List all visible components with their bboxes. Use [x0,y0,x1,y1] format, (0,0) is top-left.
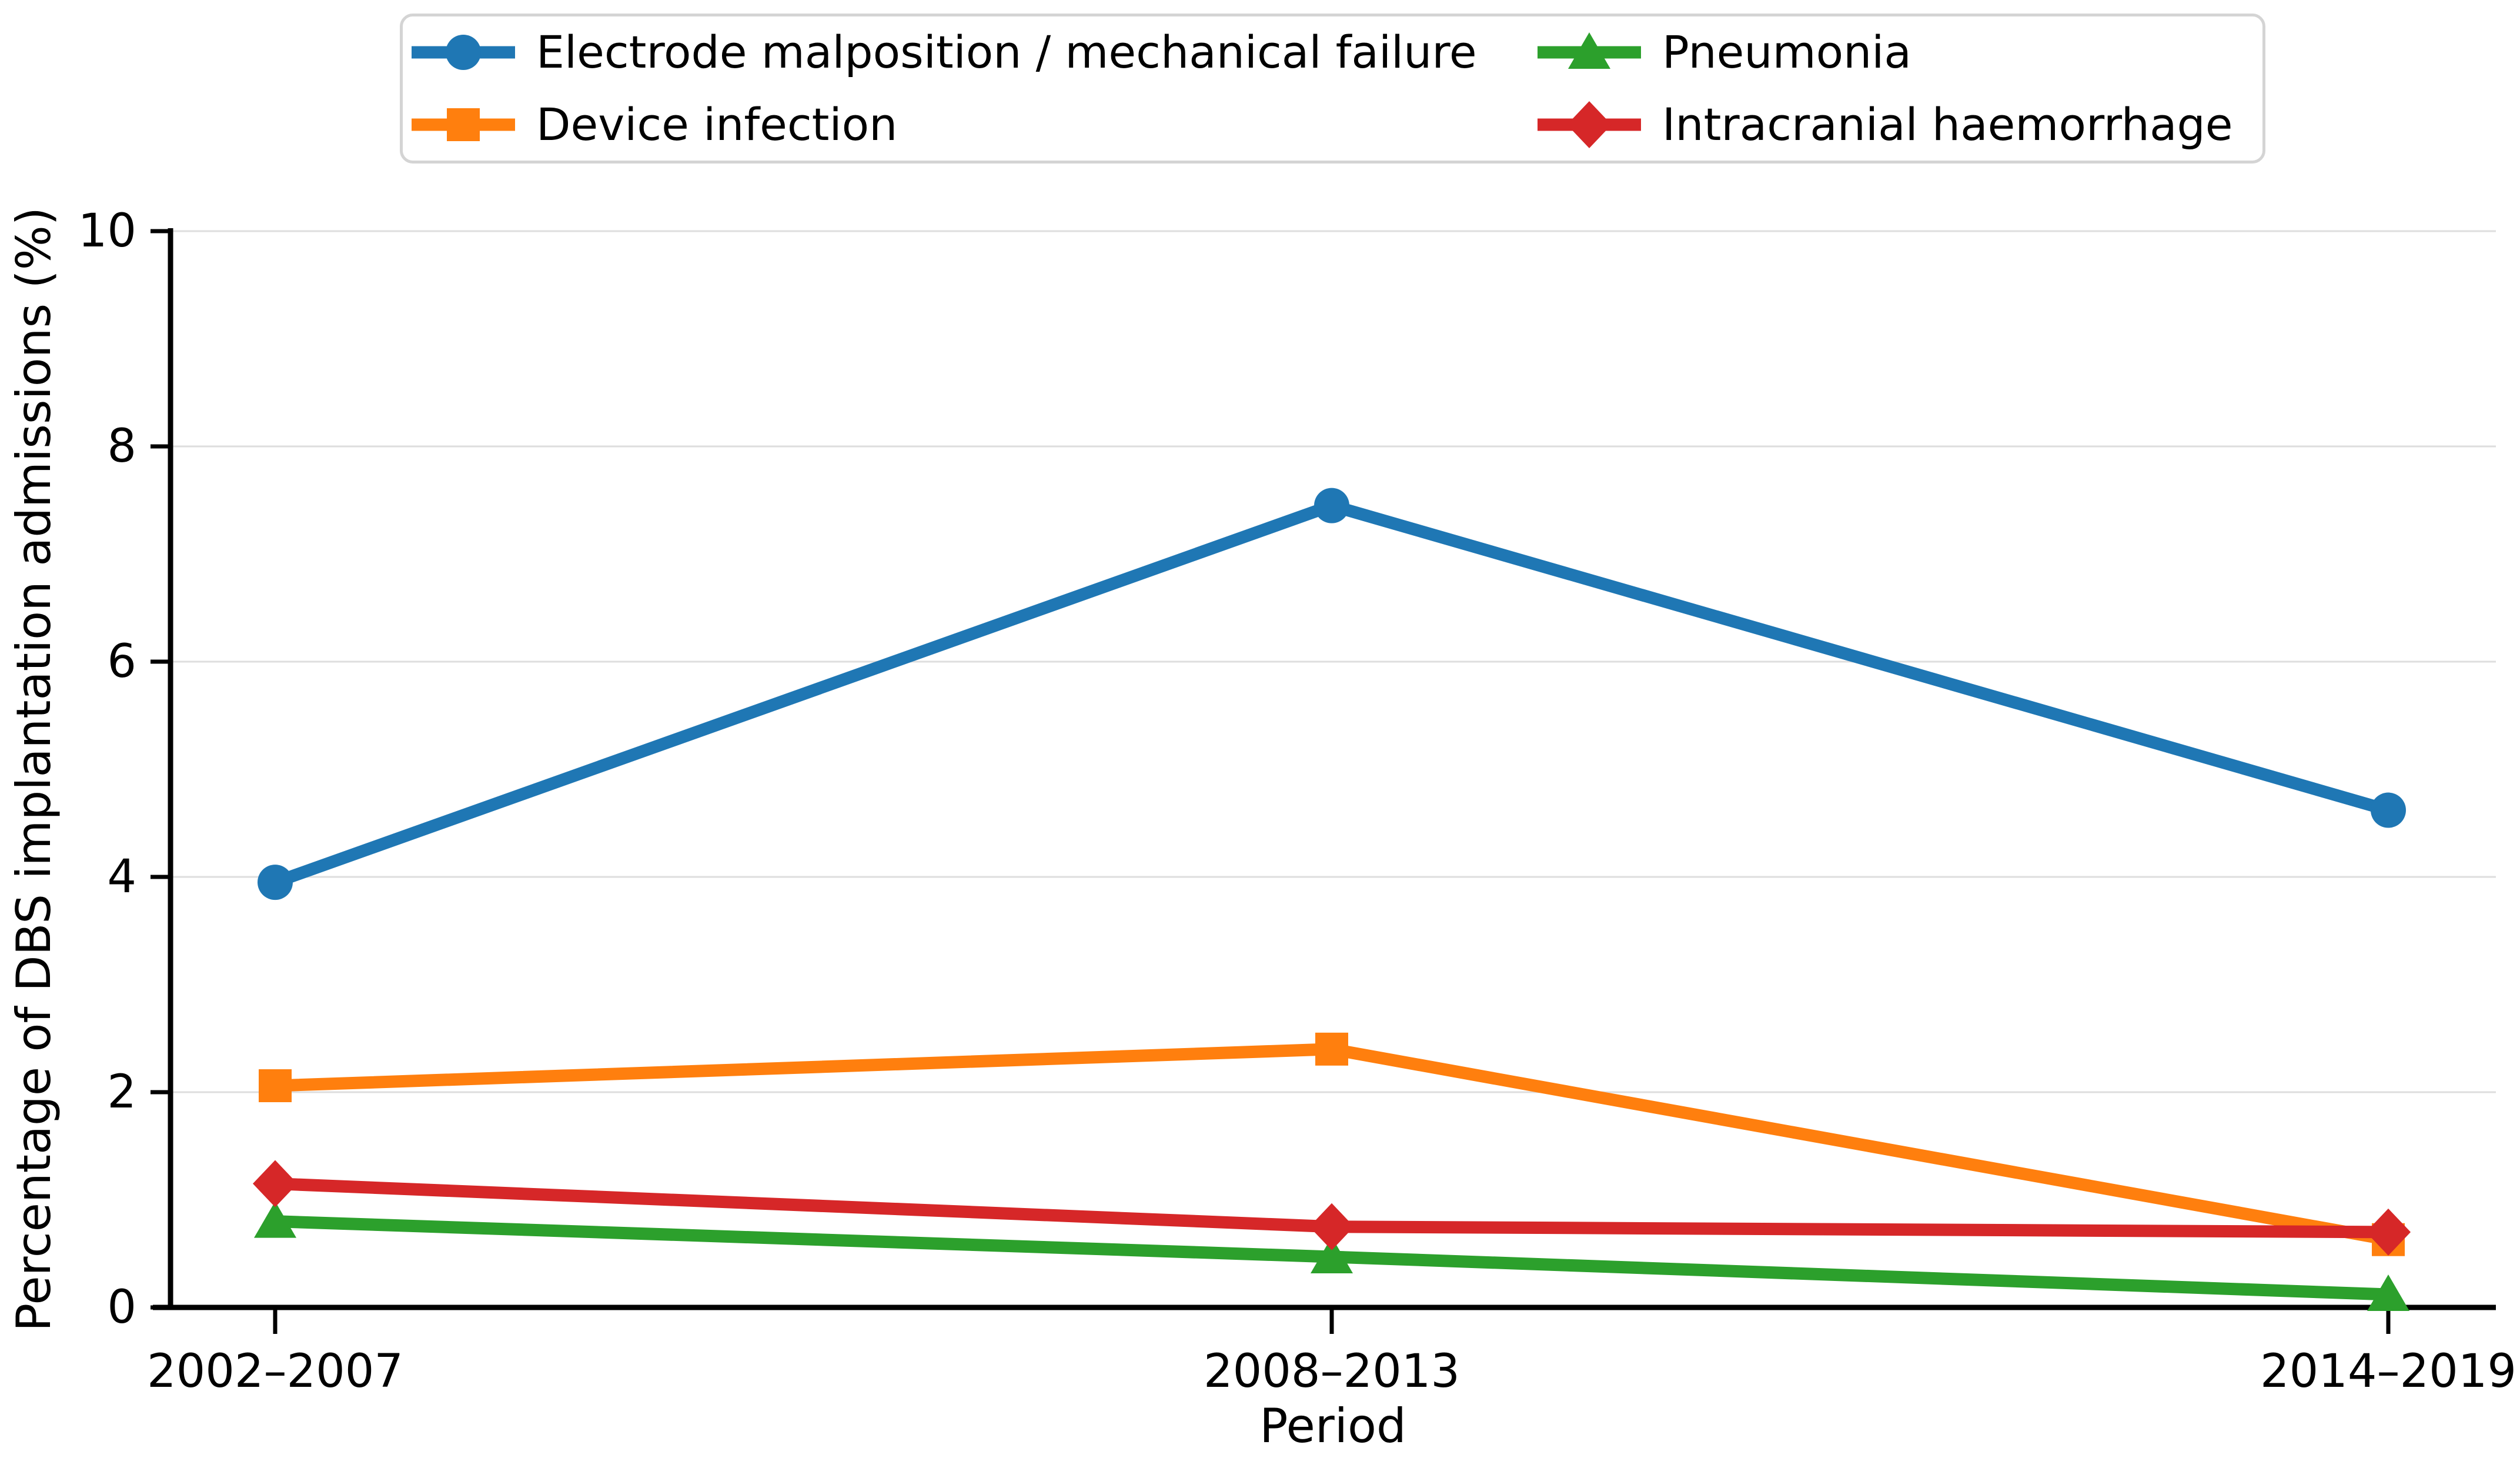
legend-label-device-infection: Device infection [536,98,898,151]
plot-generated-layer: 0 2 4 6 8 10 2002–2007 2008–2013 2014–2019 [78,205,2516,1398]
legend-marker-electrode-malposition [412,35,515,71]
legend-marker-intracranial-haemorrhage [1538,101,1641,148]
legend-marker-pneumonia [1538,32,1641,69]
data-point-marker [1311,1236,1353,1273]
legend-label-pneumonia: Pneumonia [1662,26,1911,79]
legend-item-electrode-malposition: Electrode malposition / mechanical failu… [412,20,1538,85]
legend-label-electrode-malposition: Electrode malposition / mechanical failu… [536,26,1477,79]
y-tick-label: 10 [78,205,136,258]
data-point-marker [253,1160,298,1207]
legend-grid: Electrode malposition / mechanical failu… [403,16,2262,161]
legend-square-icon [447,108,480,141]
legend-diamond-icon [1567,101,1612,148]
data-point-marker [1314,488,1349,523]
data-point-marker [254,1201,296,1238]
legend-item-pneumonia: Pneumonia [1538,20,2262,85]
data-point-marker [1315,1032,1348,1066]
data-point-marker [258,865,293,900]
legend: Electrode malposition / mechanical failu… [400,14,2265,164]
legend-triangle-icon [1568,32,1610,69]
data-point-marker [1309,1203,1354,1250]
data-point-marker [259,1069,292,1103]
x-tick-label: 2008–2013 [1204,1345,1460,1398]
x-axis-label: Period [1259,1399,1406,1453]
data-point-marker [2367,1275,2409,1312]
legend-item-device-infection: Device infection [412,92,1538,157]
legend-label-intracranial-haemorrhage: Intracranial haemorrhage [1662,98,2233,151]
data-point-marker [2371,792,2406,828]
y-tick-label: 4 [107,850,136,903]
y-axis-label: Percentage of DBS implantation admission… [6,207,61,1332]
y-tick-label: 0 [107,1281,136,1334]
y-tick-label: 8 [107,420,136,473]
data-point-marker [2366,1208,2411,1256]
x-tick-label: 2002–2007 [147,1345,403,1398]
legend-marker-device-infection [412,108,515,141]
series-line [273,499,2390,889]
y-tick-label: 2 [107,1066,136,1119]
y-tick-label: 6 [107,635,136,688]
x-tick-label: 2014–2019 [2260,1345,2516,1398]
legend-circle-icon [446,35,481,71]
legend-item-intracranial-haemorrhage: Intracranial haemorrhage [1538,92,2262,157]
